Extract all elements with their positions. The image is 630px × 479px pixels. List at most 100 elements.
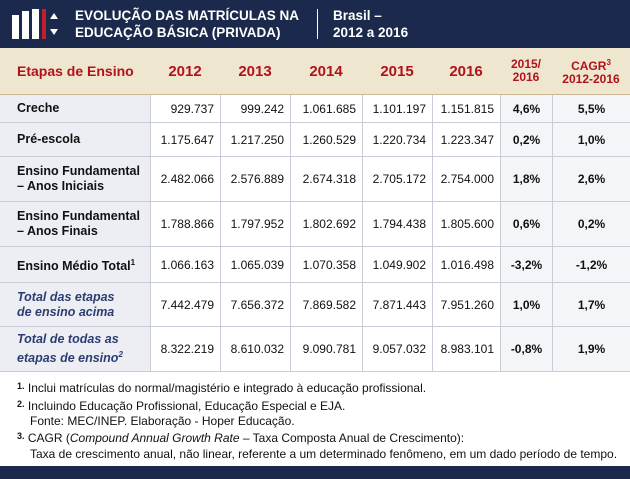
value-cell: 2.482.066 bbox=[150, 157, 220, 201]
row-label: Creche bbox=[0, 95, 150, 122]
year-header: 2012 bbox=[168, 62, 202, 80]
value-cell: 7.871.443 bbox=[362, 283, 432, 326]
note-mark: 3 bbox=[606, 58, 611, 67]
change-cell: 1,8% bbox=[500, 157, 552, 201]
row-label: Pré-escola bbox=[0, 123, 150, 156]
label-line: de ensino acima bbox=[17, 305, 114, 320]
label-text: etapas de ensino bbox=[17, 351, 119, 366]
value-cell: 1.066.163 bbox=[150, 247, 220, 282]
header-bar: EVOLUÇÃO DAS MATRÍCULAS NA EDUCAÇÃO BÁSI… bbox=[0, 0, 630, 48]
value-cell: 1.151.815 bbox=[432, 95, 500, 122]
value-cell: 9.057.032 bbox=[362, 327, 432, 371]
row-label: Ensino Médio Total1 bbox=[0, 247, 150, 282]
value-cell: 1.175.647 bbox=[150, 123, 220, 156]
value-cell: 2.705.172 bbox=[362, 157, 432, 201]
footnote-mark: 3 bbox=[17, 431, 23, 441]
label-line: – Anos Iniciais bbox=[17, 179, 104, 194]
label-line: Total de todas as bbox=[17, 332, 119, 347]
label-text: Ensino Fundamental bbox=[17, 209, 140, 223]
title-line: EVOLUÇÃO DAS MATRÍCULAS NA bbox=[75, 8, 299, 23]
footnote: 1. Inclui matrículas do normal/magistéri… bbox=[17, 381, 426, 395]
value-cell: 1.070.358 bbox=[290, 247, 362, 282]
value-cell: 9.090.781 bbox=[290, 327, 362, 371]
header-row: Etapas de Ensino 2012 2013 2014 2015 2016 2015… bbox=[0, 48, 630, 95]
label-line: Ensino Fundamental bbox=[17, 209, 140, 224]
value-cell: 1.220.734 bbox=[362, 123, 432, 156]
change-header: 2015/2016 bbox=[500, 48, 552, 94]
value-cell: 1.049.902 bbox=[362, 247, 432, 282]
label-line: Ensino Fundamental bbox=[17, 164, 140, 179]
cagr-cell: 5,5% bbox=[552, 95, 630, 122]
cagr-cell: 2,6% bbox=[552, 157, 630, 201]
row-label: Total das etapas de ensino acima bbox=[0, 283, 150, 326]
cagr-cell: 1,0% bbox=[552, 123, 630, 156]
value-cell: 7.869.582 bbox=[290, 283, 362, 326]
value-cell: 7.656.372 bbox=[220, 283, 290, 326]
bottom-bar bbox=[0, 466, 630, 479]
footnote-dot: . bbox=[22, 431, 25, 441]
footnote-text: Fonte: MEC/INEP. Elaboração - Hoper Educ… bbox=[30, 414, 295, 428]
cagr-cell: 1,7% bbox=[552, 283, 630, 326]
header-text: CAGR bbox=[571, 59, 607, 73]
footnote: Taxa de crescimento anual, não linear, r… bbox=[30, 447, 617, 461]
year-header: 2016 bbox=[449, 62, 483, 80]
footnote-mark: 1 bbox=[17, 381, 23, 391]
label-line: Ensino Médio Total1 bbox=[17, 255, 135, 274]
title-line: EDUCAÇÃO BÁSICA (PRIVADA) bbox=[75, 25, 281, 40]
cagr-cell: -1,2% bbox=[552, 247, 630, 282]
value-cell: 7.442.479 bbox=[150, 283, 220, 326]
footnote-text: Inclui matrículas do normal/magistério e… bbox=[27, 381, 427, 395]
subtitle: Brasil – 2012 a 2016 bbox=[333, 7, 408, 41]
value-cell: 2.754.000 bbox=[432, 157, 500, 201]
value-cell: 1.223.347 bbox=[432, 123, 500, 156]
subtitle-line: Brasil – bbox=[333, 8, 382, 23]
footnote-dot: . bbox=[22, 381, 25, 391]
footnote-text: – Taxa Composta Anual de Crescimento): bbox=[239, 431, 465, 445]
label-text: Total de todas as bbox=[17, 331, 119, 346]
row-label: Ensino Fundamental – Anos Finais bbox=[0, 202, 150, 246]
value-cell: 7.951.260 bbox=[432, 283, 500, 326]
label-line: Total das etapas bbox=[17, 290, 115, 305]
value-cell: 1.788.866 bbox=[150, 202, 220, 246]
table-row: Total das etapas de ensino acima 7.442.479… bbox=[0, 283, 630, 327]
label-text: – Anos Finais bbox=[17, 224, 98, 238]
value-cell: 2.576.889 bbox=[220, 157, 290, 201]
label-text: Ensino Fundamental bbox=[17, 164, 140, 178]
table-row: Ensino Fundamental – Anos Finais 1.788.866… bbox=[0, 202, 630, 247]
value-cell: 1.797.952 bbox=[220, 202, 290, 246]
value-cell: 1.061.685 bbox=[290, 95, 362, 122]
table-row: Creche 929.737 999.242 1.061.685 1.101.197 1.… bbox=[0, 95, 630, 123]
label-line: Pré-escola bbox=[17, 132, 80, 147]
header-line: 2015/ bbox=[510, 57, 542, 71]
cagr-header: CAGR3 2012-2016 bbox=[552, 48, 630, 94]
value-cell: 929.737 bbox=[150, 95, 220, 122]
note-mark: 1 bbox=[130, 257, 136, 267]
change-cell: 0,6% bbox=[500, 202, 552, 246]
value-cell: 1.065.039 bbox=[220, 247, 290, 282]
label-line: etapas de ensino2 bbox=[17, 347, 123, 366]
change-cell: -3,2% bbox=[500, 247, 552, 282]
footnote: Fonte: MEC/INEP. Elaboração - Hoper Educ… bbox=[30, 414, 295, 428]
footnote-text: CAGR ( bbox=[27, 431, 70, 445]
footnote-mark: 2 bbox=[17, 399, 23, 409]
footnote-text: Incluindo Educação Profissional, Educaçã… bbox=[27, 399, 346, 413]
title: EVOLUÇÃO DAS MATRÍCULAS NA EDUCAÇÃO BÁSI… bbox=[75, 7, 299, 41]
column-header: Etapas de Ensino bbox=[17, 63, 134, 79]
label-text: – Anos Iniciais bbox=[17, 179, 105, 193]
cagr-cell: 1,9% bbox=[552, 327, 630, 371]
header-line: 2016 bbox=[512, 70, 540, 84]
table-row: Ensino Médio Total1 1.066.163 1.065.039 1.0… bbox=[0, 247, 630, 283]
label-text: de ensino acima bbox=[17, 304, 115, 319]
change-cell: 4,6% bbox=[500, 95, 552, 122]
value-cell: 1.016.498 bbox=[432, 247, 500, 282]
footnote-text: Taxa de crescimento anual, não linear, r… bbox=[30, 447, 618, 461]
change-cell: 1,0% bbox=[500, 283, 552, 326]
footnote-dot: . bbox=[22, 399, 25, 409]
label-text: Pré-escola bbox=[17, 132, 81, 146]
label-text: Ensino Médio Total bbox=[17, 259, 131, 274]
year-header: 2013 bbox=[238, 62, 272, 80]
row-label: Total de todas as etapas de ensino2 bbox=[0, 327, 150, 371]
footnote: 2. Incluindo Educação Profissional, Educ… bbox=[17, 399, 345, 413]
table-row: Pré-escola 1.175.647 1.217.250 1.260.529 1.2… bbox=[0, 123, 630, 157]
value-cell: 1.260.529 bbox=[290, 123, 362, 156]
